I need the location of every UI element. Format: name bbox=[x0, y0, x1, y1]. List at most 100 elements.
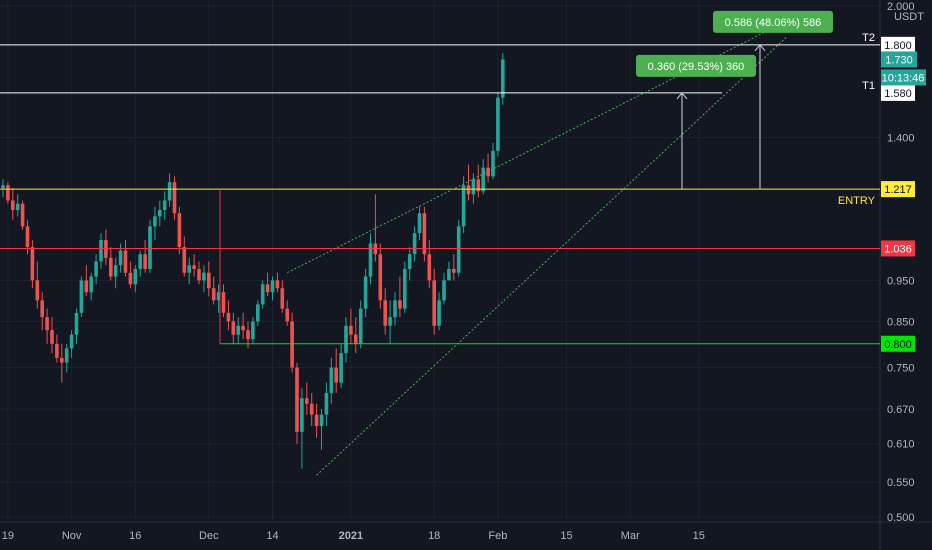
price-badge-text: 0.800 bbox=[884, 339, 912, 351]
price-tick-label: 0.500 bbox=[887, 512, 915, 524]
time-tick-label: Nov bbox=[62, 530, 82, 542]
candle-body bbox=[270, 280, 275, 293]
candle-body bbox=[471, 179, 476, 195]
candle-body bbox=[354, 334, 358, 344]
candle-body bbox=[309, 403, 314, 415]
candle-body bbox=[211, 288, 216, 301]
candle-body bbox=[407, 254, 412, 269]
price-tick-label: 2.000 bbox=[887, 1, 915, 13]
candle-body bbox=[339, 353, 343, 383]
candle-body bbox=[231, 321, 236, 335]
time-tick-label: 19 bbox=[2, 530, 14, 542]
candle-body bbox=[153, 216, 157, 227]
candle-body bbox=[99, 240, 103, 262]
candle-body bbox=[50, 330, 54, 344]
level-tag-t2: T2 bbox=[862, 32, 875, 44]
time-tick-label: 14 bbox=[266, 530, 278, 542]
candle-body bbox=[481, 167, 485, 192]
candle-body bbox=[123, 250, 128, 273]
candle-body bbox=[491, 150, 495, 177]
candle-body bbox=[109, 257, 113, 277]
candle-body bbox=[476, 179, 481, 192]
candle-body bbox=[265, 284, 270, 293]
candle-body bbox=[388, 317, 392, 326]
time-tick-label: Feb bbox=[488, 530, 507, 542]
time-tick-label: 18 bbox=[428, 530, 440, 542]
candle-body bbox=[393, 300, 397, 318]
candle-body bbox=[202, 272, 206, 281]
candle-body bbox=[221, 292, 226, 313]
candle-body bbox=[496, 97, 500, 151]
candle-body bbox=[197, 268, 201, 281]
candle-body bbox=[69, 334, 74, 349]
candle-body bbox=[501, 59, 505, 98]
candle-body bbox=[437, 300, 441, 326]
candle-body bbox=[461, 185, 466, 227]
candle-body bbox=[25, 226, 30, 248]
candle-body bbox=[192, 265, 196, 269]
candle-body bbox=[64, 348, 69, 363]
candle-body bbox=[314, 414, 319, 427]
candle-body bbox=[15, 203, 20, 210]
candle-body bbox=[368, 243, 373, 277]
candle-body bbox=[305, 398, 309, 404]
price-tick-label: 0.750 bbox=[887, 363, 915, 375]
currency-label: USDT bbox=[894, 11, 924, 23]
price-tick-label: 0.670 bbox=[887, 404, 915, 416]
measure-label: 0.586 (48.06%) 586 bbox=[725, 17, 822, 29]
measure-label-box bbox=[636, 54, 756, 77]
measure-arrow-head bbox=[676, 92, 688, 100]
candle-body bbox=[40, 300, 44, 318]
price-tick-label: 0.950 bbox=[887, 275, 915, 287]
candle-body bbox=[11, 200, 15, 210]
candle-body bbox=[74, 312, 79, 335]
last-price-text: 1.730 bbox=[885, 54, 913, 66]
candle-body bbox=[6, 185, 10, 201]
time-tick-label: 16 bbox=[129, 530, 141, 542]
price-badge-support bbox=[881, 335, 915, 352]
price-badge-text: 1.036 bbox=[884, 243, 912, 255]
candle-body bbox=[35, 280, 40, 301]
candle-body bbox=[260, 284, 265, 305]
price-badge-entry bbox=[881, 181, 915, 198]
time-tick-label: Dec bbox=[199, 530, 219, 542]
candle-body bbox=[334, 367, 338, 383]
time-tick-label: 15 bbox=[560, 530, 572, 542]
candle-body bbox=[60, 357, 64, 363]
price-badge-text: 1.580 bbox=[884, 88, 912, 100]
trendline-2 bbox=[316, 36, 788, 476]
level-tag-t1: T1 bbox=[862, 80, 875, 92]
candle-body bbox=[344, 325, 348, 354]
candle-body bbox=[295, 367, 299, 432]
candle-body bbox=[358, 308, 363, 344]
candle-body bbox=[113, 265, 118, 277]
candle-body bbox=[251, 321, 255, 340]
candle-body bbox=[432, 280, 436, 326]
price-tick-label: 1.400 bbox=[887, 132, 915, 144]
price-badge-resistance bbox=[881, 240, 915, 257]
price-tick-label: 0.550 bbox=[887, 477, 915, 489]
candle-body bbox=[398, 300, 402, 309]
candle-body bbox=[162, 200, 167, 210]
candle-body bbox=[216, 292, 221, 301]
price-badge-t1 bbox=[881, 84, 915, 101]
candle-body bbox=[226, 312, 231, 322]
candle-body bbox=[128, 272, 133, 285]
candle-body bbox=[118, 250, 123, 266]
candle-body bbox=[207, 272, 211, 289]
countdown-text: 10:13:46 bbox=[882, 72, 925, 84]
candle-body bbox=[329, 367, 334, 393]
price-badge-text: 1.217 bbox=[884, 184, 912, 196]
time-tick-label: 2021 bbox=[339, 530, 363, 542]
candle-body bbox=[422, 213, 427, 255]
candle-body bbox=[143, 254, 147, 269]
candle-body bbox=[378, 254, 383, 301]
trendline-1 bbox=[286, 20, 788, 274]
candle-body bbox=[89, 276, 93, 293]
candle-body bbox=[138, 254, 142, 269]
candle-body bbox=[1, 185, 5, 189]
candle-body bbox=[324, 392, 329, 415]
